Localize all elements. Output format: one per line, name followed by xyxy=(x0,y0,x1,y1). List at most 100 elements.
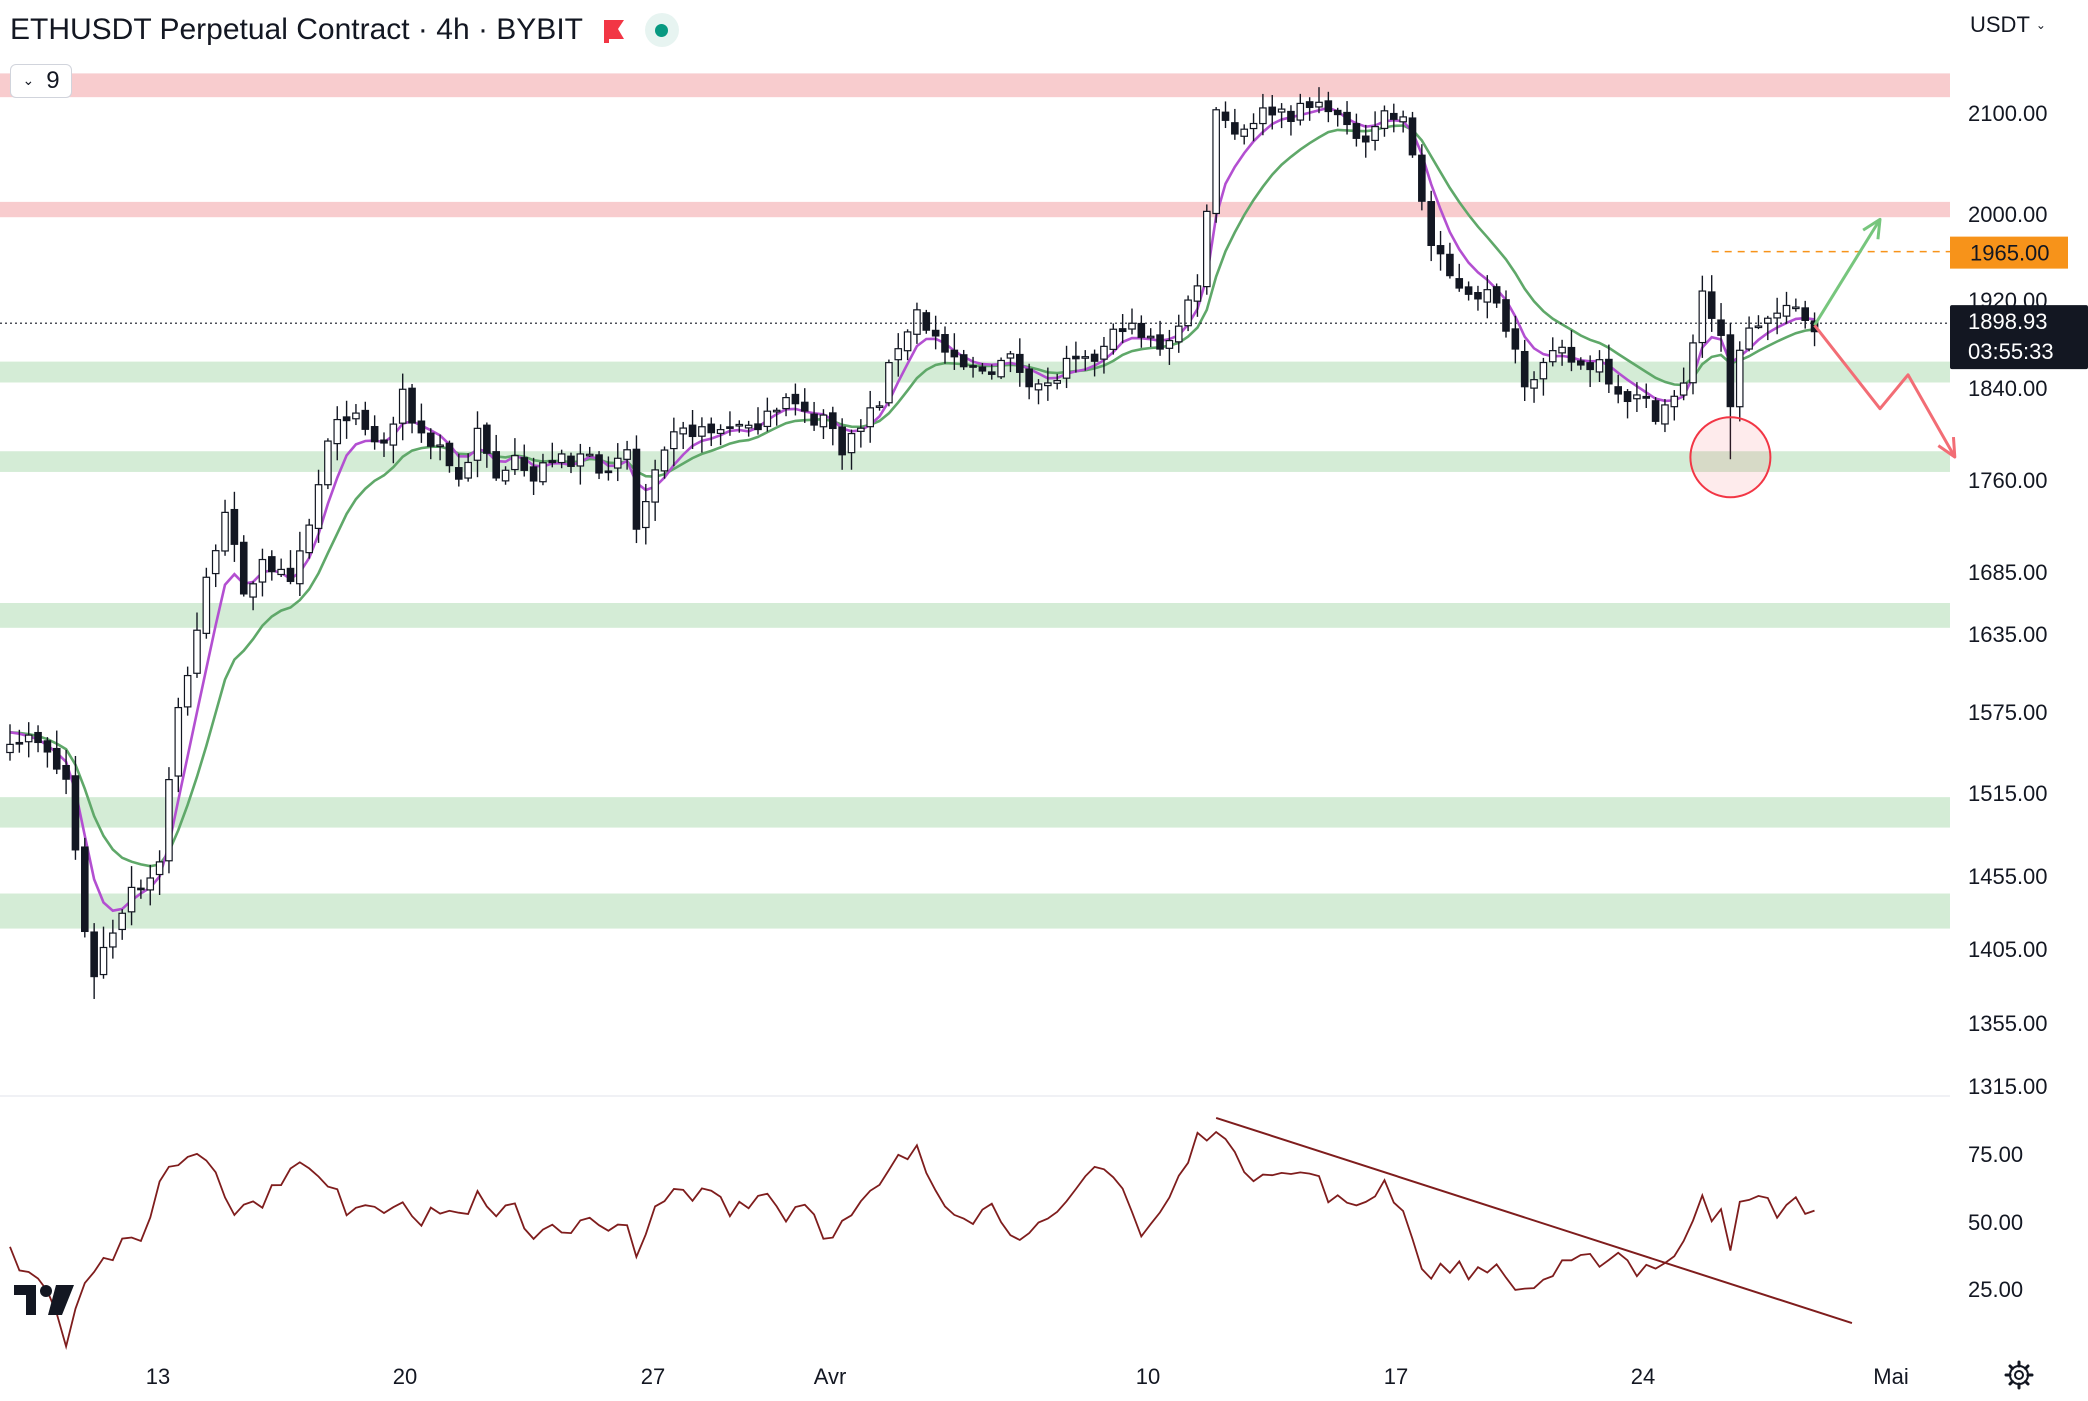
candle-body xyxy=(903,331,912,352)
candle-body xyxy=(978,366,987,372)
candle-body xyxy=(529,466,538,482)
candle-body xyxy=(1436,245,1445,255)
candle-body xyxy=(922,312,931,331)
candle-body xyxy=(1782,304,1791,317)
candle-body xyxy=(71,775,80,851)
candle-body xyxy=(1418,154,1426,202)
candle-body xyxy=(894,348,903,361)
candle-body xyxy=(1174,325,1183,343)
indicators-toggle-button[interactable]: ⌄ 9 xyxy=(10,64,72,98)
candle-body xyxy=(698,426,706,437)
chevron-down-icon: ⌄ xyxy=(2035,18,2046,32)
candle-body xyxy=(1726,334,1735,408)
candle-body xyxy=(1792,306,1800,310)
candle-body xyxy=(1754,325,1763,329)
price-tick-label: 2000.00 xyxy=(1968,202,2048,227)
candle-body xyxy=(548,460,557,464)
candle-body xyxy=(118,912,127,931)
candle-body xyxy=(1324,100,1333,113)
candle-body xyxy=(557,453,566,464)
candle-body xyxy=(417,420,426,434)
green-dot-icon xyxy=(644,13,679,47)
candle-body xyxy=(1268,106,1277,116)
candle-body xyxy=(1670,395,1679,408)
candle-body xyxy=(1072,355,1080,360)
candle-body xyxy=(1221,111,1230,121)
gear-icon[interactable] xyxy=(2004,1360,2034,1390)
time-tick-label: 27 xyxy=(641,1364,665,1389)
candle-body xyxy=(857,427,865,432)
candle-body xyxy=(1371,125,1379,141)
time-tick-label: 20 xyxy=(393,1364,417,1389)
candle-body xyxy=(688,424,697,438)
candle-body xyxy=(501,469,510,482)
rsi-tick-label: 25.00 xyxy=(1968,1277,2023,1302)
currency-selector[interactable]: USDT ⌄ xyxy=(1970,12,2046,38)
candle-body xyxy=(1707,291,1716,319)
candle-body xyxy=(623,449,631,460)
candle-body xyxy=(305,524,314,554)
price-axis[interactable]: 2100.00 2000.00 1840.00 1760.00 1685.00 1635.… xyxy=(1950,101,2088,1302)
chevron-down-icon: ⌄ xyxy=(22,71,35,88)
candlestick-series xyxy=(6,87,1819,999)
candle-body xyxy=(1558,346,1566,354)
current-price-badge xyxy=(1950,305,2088,370)
price-tick-label: 1575.00 xyxy=(1968,700,2048,725)
candle-body xyxy=(585,453,594,457)
red-flag-icon[interactable] xyxy=(601,17,627,43)
candle-body xyxy=(1530,379,1538,389)
candle-body xyxy=(380,439,388,444)
time-axis[interactable]: 13 20 27 Avr 10 17 24 Mai xyxy=(146,1364,1909,1389)
candle-body xyxy=(239,541,248,595)
candle-body xyxy=(286,567,295,582)
candle-body xyxy=(1464,286,1473,295)
candle-body xyxy=(735,423,744,427)
candle-body xyxy=(15,741,24,745)
candle-body xyxy=(1492,286,1501,304)
candle-body xyxy=(445,442,454,467)
candle-body xyxy=(165,778,173,862)
candle-body xyxy=(1062,357,1071,379)
candle-body xyxy=(62,765,70,780)
candle-body xyxy=(6,743,14,754)
candle-body xyxy=(464,461,472,479)
candle-body xyxy=(408,387,416,424)
candle-body xyxy=(52,747,61,770)
alert-price-label: 1965.00 xyxy=(1970,241,2050,266)
candle-body xyxy=(1455,278,1464,289)
candle-body xyxy=(1679,382,1688,396)
marked-wick-circle xyxy=(1689,416,1772,499)
candle-body xyxy=(1623,391,1632,403)
candle-body xyxy=(1483,289,1492,303)
candle-body xyxy=(1044,382,1052,387)
candle-body xyxy=(1511,328,1520,350)
support-zone-5 xyxy=(0,797,1950,828)
symbol-title[interactable]: ETHUSDT Perpetual Contract · 4h · BYBIT xyxy=(10,13,583,46)
candle-body xyxy=(1408,117,1417,156)
candle-body xyxy=(1717,319,1725,336)
tradingview-logo[interactable] xyxy=(14,1285,76,1319)
support-zone-6 xyxy=(0,893,1950,929)
candle-body xyxy=(202,576,211,634)
candle-body xyxy=(1380,110,1389,130)
price-zones xyxy=(0,73,1950,929)
candle-body xyxy=(913,309,921,335)
candle-body xyxy=(604,470,613,474)
candle-body xyxy=(211,550,220,575)
candle-body xyxy=(941,334,949,353)
candle-body xyxy=(258,558,267,583)
candle-body xyxy=(1548,350,1557,363)
resistance-zone-0 xyxy=(0,73,1950,98)
candle-body xyxy=(660,449,669,472)
candle-body xyxy=(333,418,342,445)
rsi-tick-label: 50.00 xyxy=(1968,1210,2023,1235)
support-zone-4 xyxy=(0,603,1950,628)
candle-body xyxy=(847,432,856,454)
price-tick-label: 1355.00 xyxy=(1968,1011,2048,1036)
price-tick-label: 1315.00 xyxy=(1968,1074,2048,1099)
candle-body xyxy=(1651,400,1660,422)
candle-body xyxy=(782,397,790,410)
candle-body xyxy=(1689,342,1697,384)
candle-body xyxy=(352,412,360,420)
